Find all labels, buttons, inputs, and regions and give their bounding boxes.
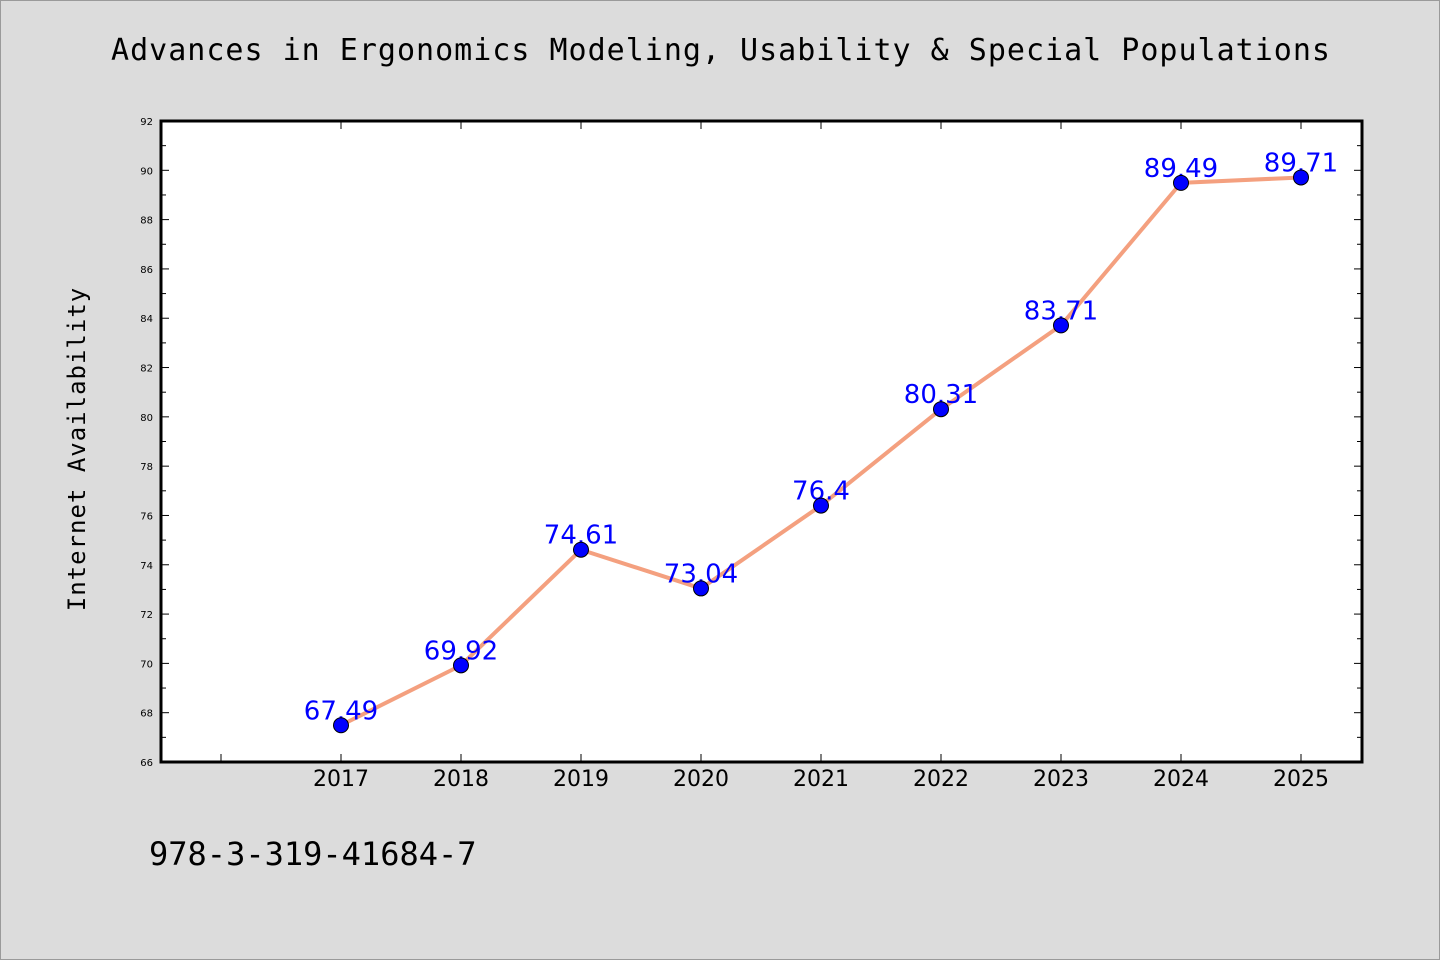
x-tick-label: 2020 [673,767,729,792]
y-tick-label: 84 [140,314,153,325]
y-tick-label: 70 [140,659,153,670]
y-tick-label: 68 [140,709,153,720]
data-point [1173,174,1189,191]
x-tick-label: 2021 [793,767,849,792]
data-point [1293,169,1309,186]
y-tick-label: 66 [140,758,153,769]
y-tick-label: 76 [140,511,153,522]
x-tick-label: 2023 [1033,767,1089,792]
x-tick-label: 2022 [913,767,969,792]
x-tick-label: 2019 [553,767,609,792]
chart-title: Advances in Ergonomics Modeling, Usabili… [111,33,1331,68]
data-point [1053,317,1069,334]
y-tick-label: 86 [140,265,153,276]
y-tick-label: 78 [140,462,153,473]
y-tick-label: 72 [140,610,153,621]
data-point [813,497,829,514]
y-tick-label: 92 [140,117,153,128]
plot-area: 66 68 70 72 74 76 78 80 82 84 86 88 90 92 2017 2018 2019… [140,117,1364,792]
x-tick-label: 2018 [433,767,489,792]
y-tick-label: 80 [140,413,153,424]
data-point [573,541,589,558]
y-tick-label: 74 [140,561,153,572]
isbn-text: 978-3-319-41684-7 [149,835,477,873]
y-tick-label: 90 [140,166,153,177]
plot-frame [159,119,1364,764]
y-tick-label: 82 [140,364,153,375]
data-point [933,401,949,418]
x-tick-label: 2024 [1153,767,1209,792]
data-point [333,717,349,734]
y-tick-label: 88 [140,216,153,227]
data-point [693,580,709,597]
x-tick-label: 2025 [1273,767,1329,792]
data-point [453,657,469,674]
x-tick-label: 2017 [313,767,369,792]
